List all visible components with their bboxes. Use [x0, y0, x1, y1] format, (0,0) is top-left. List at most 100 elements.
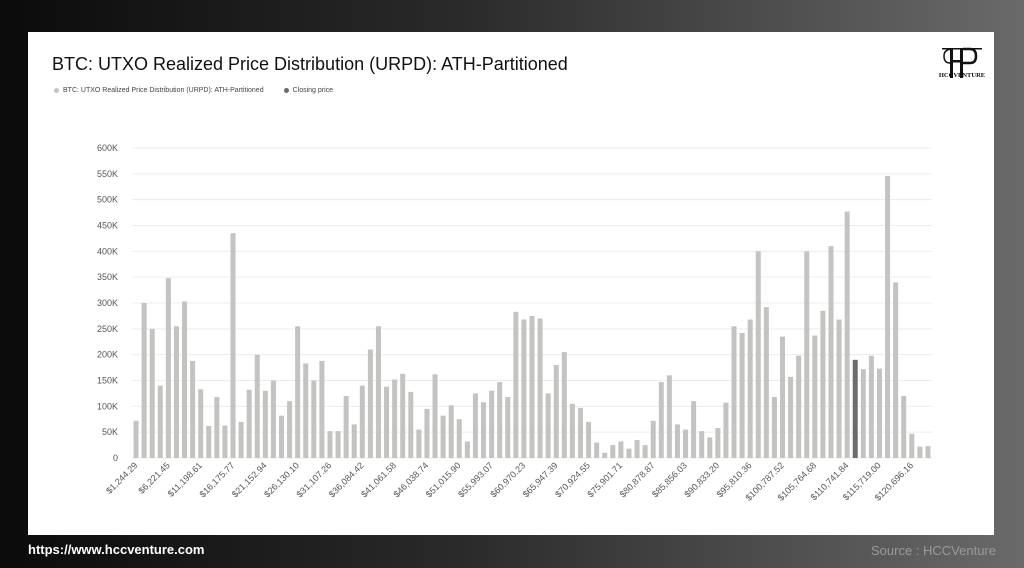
bar[interactable] — [408, 391, 414, 458]
bar[interactable] — [489, 390, 495, 458]
bar[interactable] — [456, 419, 462, 458]
bar[interactable] — [311, 380, 317, 459]
bar[interactable] — [222, 425, 228, 458]
bar[interactable] — [303, 363, 309, 458]
bar[interactable] — [157, 385, 163, 458]
bar[interactable] — [270, 380, 276, 459]
bar[interactable] — [472, 393, 478, 458]
bar[interactable] — [246, 389, 252, 458]
bar[interactable] — [351, 424, 357, 458]
bar[interactable] — [658, 382, 664, 458]
bar[interactable] — [182, 301, 188, 458]
bar[interactable] — [868, 355, 874, 458]
bar[interactable] — [586, 421, 592, 458]
bar[interactable] — [206, 425, 212, 458]
bar[interactable] — [594, 442, 600, 459]
bar[interactable] — [165, 278, 171, 458]
bar[interactable] — [400, 373, 406, 458]
bar[interactable] — [763, 307, 769, 458]
bar[interactable] — [149, 328, 155, 458]
bar[interactable] — [626, 448, 632, 458]
bar[interactable] — [699, 431, 705, 458]
bar[interactable] — [416, 429, 422, 458]
footer-url[interactable]: https://www.hccventure.com — [28, 542, 205, 557]
bar[interactable] — [901, 396, 907, 458]
bar[interactable] — [569, 403, 575, 458]
legend-item-closing-price[interactable]: Closing price — [283, 87, 333, 94]
bar[interactable] — [828, 246, 834, 458]
bar[interactable] — [577, 407, 583, 458]
bar[interactable] — [683, 429, 689, 458]
bar[interactable] — [513, 311, 519, 458]
bar[interactable] — [909, 433, 915, 458]
bar[interactable] — [731, 326, 737, 458]
bar[interactable] — [327, 431, 333, 458]
bar[interactable] — [173, 326, 179, 458]
bar[interactable] — [319, 360, 325, 458]
bar[interactable] — [295, 326, 301, 458]
bar[interactable] — [561, 352, 567, 458]
bar[interactable] — [917, 446, 923, 458]
bar[interactable] — [691, 401, 697, 458]
bar[interactable] — [771, 397, 777, 458]
bar[interactable] — [780, 336, 786, 458]
bar[interactable] — [505, 397, 511, 458]
bar[interactable] — [440, 415, 446, 458]
bar[interactable] — [674, 424, 680, 458]
bar[interactable] — [553, 365, 559, 458]
bar[interactable] — [432, 374, 438, 458]
bar[interactable] — [529, 315, 535, 458]
bar[interactable] — [214, 397, 220, 458]
bar[interactable] — [836, 319, 842, 458]
bar[interactable] — [820, 310, 826, 458]
bar[interactable] — [141, 303, 147, 458]
bar[interactable] — [497, 382, 503, 458]
bar[interactable] — [844, 211, 850, 458]
bar[interactable] — [384, 386, 390, 458]
closing-price-bar[interactable] — [852, 359, 858, 458]
bar[interactable] — [448, 405, 454, 458]
bar[interactable] — [133, 420, 139, 458]
bar[interactable] — [254, 354, 260, 458]
bar[interactable] — [707, 437, 713, 458]
bar[interactable] — [521, 319, 527, 458]
bar[interactable] — [602, 452, 608, 458]
bar[interactable] — [747, 319, 753, 458]
bar[interactable] — [190, 360, 196, 458]
bar[interactable] — [545, 393, 551, 458]
bar[interactable] — [634, 439, 640, 458]
bar[interactable] — [642, 445, 648, 458]
bar[interactable] — [262, 390, 268, 458]
bar[interactable] — [876, 368, 882, 458]
bar[interactable] — [739, 332, 745, 458]
bar[interactable] — [788, 376, 794, 458]
bar[interactable] — [755, 251, 761, 458]
bar[interactable] — [238, 421, 244, 458]
bar[interactable] — [278, 415, 284, 458]
bar[interactable] — [537, 318, 543, 459]
bar[interactable] — [424, 408, 430, 458]
bar[interactable] — [375, 326, 381, 458]
bar[interactable] — [812, 335, 818, 458]
bar[interactable] — [464, 441, 470, 458]
bar[interactable] — [796, 355, 802, 458]
bar[interactable] — [885, 175, 891, 458]
bar[interactable] — [666, 375, 672, 458]
bar[interactable] — [610, 445, 616, 458]
bar[interactable] — [723, 402, 729, 458]
bar[interactable] — [893, 282, 899, 458]
bar[interactable] — [925, 446, 931, 458]
bar[interactable] — [392, 379, 398, 458]
bar[interactable] — [335, 431, 341, 458]
bar[interactable] — [650, 420, 656, 458]
bar[interactable] — [860, 369, 866, 458]
legend-item-urpd[interactable]: BTC: UTXO Realized Price Distribution (U… — [54, 87, 264, 94]
bar[interactable] — [618, 441, 624, 458]
bar[interactable] — [481, 402, 487, 458]
bar[interactable] — [343, 396, 349, 458]
bar[interactable] — [367, 349, 373, 459]
bar[interactable] — [287, 401, 293, 458]
bar[interactable] — [715, 428, 721, 458]
bar[interactable] — [198, 389, 204, 458]
bar[interactable] — [230, 233, 236, 458]
